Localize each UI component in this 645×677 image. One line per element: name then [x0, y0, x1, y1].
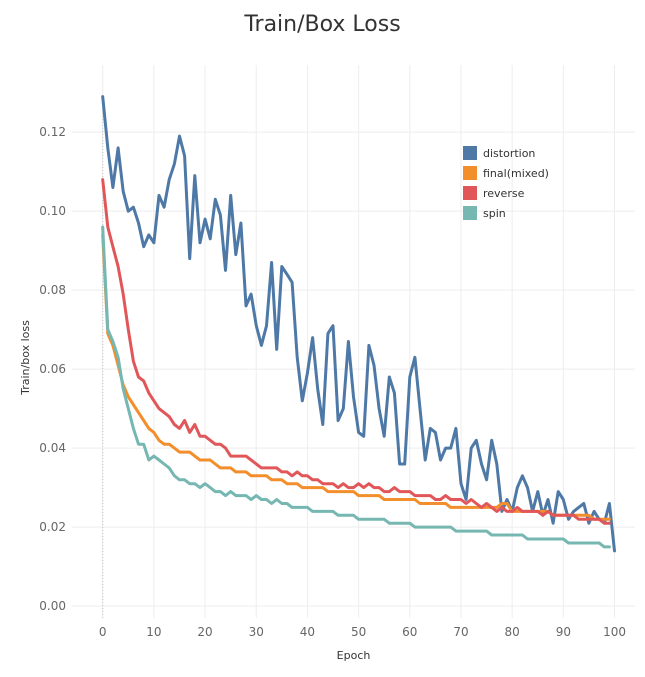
legend-swatch	[463, 146, 477, 160]
y-tick-label: 0.10	[39, 204, 66, 218]
legend-swatch	[463, 186, 477, 200]
x-tick-label: 30	[249, 625, 264, 639]
legend-item-reverse[interactable]: reverse	[463, 186, 525, 200]
x-tick-label: 40	[300, 625, 315, 639]
y-tick-label: 0.00	[39, 599, 66, 613]
legend-item-distortion[interactable]: distortion	[463, 146, 535, 160]
y-tick-label: 0.06	[39, 362, 66, 376]
series-line-spin[interactable]	[101, 225, 611, 549]
y-tick-label: 0.12	[39, 125, 66, 139]
y-tick-label: 0.04	[39, 441, 66, 455]
legend-label: spin	[483, 207, 506, 220]
x-tick-label: 20	[197, 625, 212, 639]
x-tick-label: 60	[402, 625, 417, 639]
legend-item-spin[interactable]: spin	[463, 206, 506, 220]
x-tick-label: 80	[505, 625, 520, 639]
x-tick-label: 10	[146, 625, 161, 639]
series-line-reverse[interactable]	[101, 178, 611, 525]
y-tick-label: 0.02	[39, 520, 66, 534]
grid-layer	[72, 65, 635, 618]
x-tick-label: 50	[351, 625, 366, 639]
series-line-distortion[interactable]	[101, 95, 616, 553]
legend-label: reverse	[483, 187, 525, 200]
legend-swatch	[463, 206, 477, 220]
x-tick-label: 0	[99, 625, 107, 639]
x-axis-ticks: 0 10 20 30 40 50 60 70 80 90 100	[99, 625, 626, 639]
legend-item-final-mixed-[interactable]: final(mixed)	[463, 166, 549, 180]
x-tick-label: 100	[603, 625, 626, 639]
y-axis-label: Train/box loss	[19, 320, 32, 396]
legend-label: distortion	[483, 147, 535, 160]
x-tick-label: 70	[453, 625, 468, 639]
x-tick-label: 90	[556, 625, 571, 639]
series-line-final-mixed-[interactable]	[101, 233, 611, 521]
y-tick-label: 0.08	[39, 283, 66, 297]
legend[interactable]: distortion final(mixed) reverse spin	[463, 146, 549, 220]
legend-swatch	[463, 166, 477, 180]
chart-title: Train/Box Loss	[244, 12, 401, 37]
y-axis-ticks: 0.00 0.02 0.04 0.06 0.08 0.10 0.12	[39, 125, 66, 613]
x-axis-label: Epoch	[337, 649, 371, 662]
legend-label: final(mixed)	[483, 167, 549, 180]
series-layer	[101, 95, 616, 553]
